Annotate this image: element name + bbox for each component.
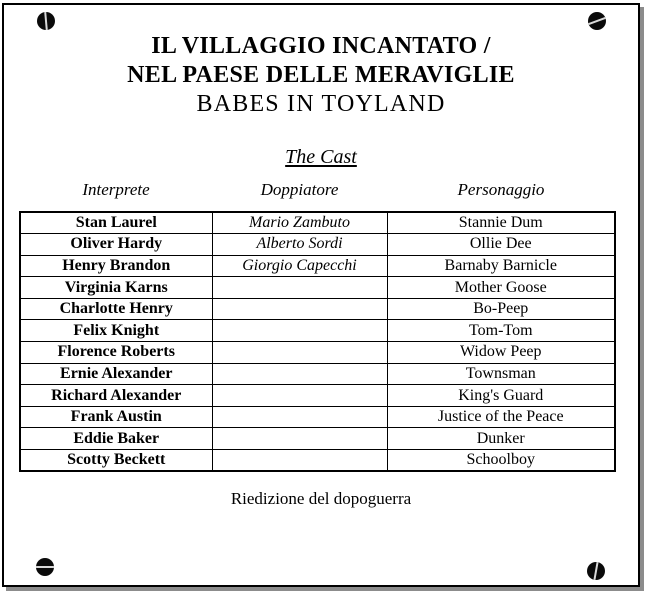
table-row: Eddie Baker Dunker [19,427,616,451]
cell-personaggio: Barnaby Barnicle [386,254,616,278]
table-row: Oliver Hardy Alberto Sordi Ollie Dee [19,233,616,256]
section-title-the-cast: The Cast [285,146,357,168]
cell-doppiatore: Mario Zambuto [211,211,388,235]
cell-doppiatore [211,449,388,472]
table-row: Richard Alexander King's Guard [19,384,616,407]
title-italian-line-2: NEL PAESE DELLE MERAVIGLIE [127,62,515,88]
table-row: Scotty Beckett Schoolboy [19,449,616,472]
cell-personaggio: King's Guard [386,384,616,407]
cell-interprete: Felix Knight [19,319,213,343]
cell-personaggio: Tom-Tom [386,319,616,343]
table-column-headers: Interprete Doppiatore Personaggio [20,180,615,200]
cell-doppiatore: Giorgio Capecchi [211,254,388,278]
credits-plate: IL VILLAGGIO INCANTATO / NEL PAESE DELLE… [2,3,640,587]
table-row: Charlotte Henry Bo-Peep [19,297,616,321]
cell-doppiatore: Alberto Sordi [211,233,388,256]
cell-personaggio: Schoolboy [386,449,616,472]
cast-table-body: Stan Laurel Mario Zambuto Stannie Dum Ol… [19,211,616,472]
screw-icon-top-left [37,12,55,30]
screw-slot [588,16,606,26]
cell-doppiatore [211,276,388,299]
cell-doppiatore [211,384,388,407]
cell-interprete: Florence Roberts [19,341,213,364]
cell-doppiatore [211,319,388,343]
cell-doppiatore [211,297,388,321]
screw-slot [36,566,54,568]
cell-personaggio: Dunker [386,427,616,451]
cell-personaggio: Stannie Dum [386,211,616,235]
title-original: BABES IN TOYLAND [196,91,446,117]
cell-personaggio: Townsman [386,362,616,386]
cell-personaggio: Justice of the Peace [386,405,616,429]
screw-icon-bottom-left [36,558,54,576]
table-row: Henry Brandon Giorgio Capecchi Barnaby B… [19,254,616,278]
cast-table: Stan Laurel Mario Zambuto Stannie Dum Ol… [19,211,616,473]
cell-interprete: Charlotte Henry [19,297,213,321]
cell-personaggio: Mother Goose [386,276,616,299]
table-row: Stan Laurel Mario Zambuto Stannie Dum [19,211,616,235]
cell-interprete: Eddie Baker [19,427,213,451]
cell-interprete: Ernie Alexander [19,362,213,386]
footer-note: Riedizione del dopoguerra [230,489,412,509]
screw-slot [593,562,599,580]
cell-interprete: Richard Alexander [19,384,213,407]
screw-slot [44,12,48,30]
cell-personaggio: Bo-Peep [386,297,616,321]
cell-doppiatore [211,405,388,429]
column-header-interprete: Interprete [82,180,150,199]
table-row: Virginia Karns Mother Goose [19,276,616,299]
column-header-doppiatore: Doppiatore [260,180,339,199]
title-italian-line-1: IL VILLAGGIO INCANTATO / [151,33,491,59]
table-row: Felix Knight Tom-Tom [19,319,616,343]
cell-personaggio: Widow Peep [386,341,616,364]
cell-interprete: Scotty Beckett [19,449,213,472]
cell-interprete: Henry Brandon [19,254,213,278]
screw-icon-bottom-right [587,562,605,580]
column-header-personaggio: Personaggio [457,180,545,199]
cell-doppiatore [211,427,388,451]
table-row: Ernie Alexander Townsman [19,362,616,386]
cell-interprete: Oliver Hardy [19,233,213,256]
table-row: Frank Austin Justice of the Peace [19,405,616,429]
cell-interprete: Stan Laurel [19,211,213,235]
cell-personaggio: Ollie Dee [386,233,616,256]
cell-doppiatore [211,362,388,386]
table-row: Florence Roberts Widow Peep [19,341,616,364]
page-title: IL VILLAGGIO INCANTATO / NEL PAESE DELLE… [4,32,638,119]
cell-interprete: Frank Austin [19,405,213,429]
cell-interprete: Virginia Karns [19,276,213,299]
screw-icon-top-right [588,12,606,30]
cell-doppiatore [211,341,388,364]
